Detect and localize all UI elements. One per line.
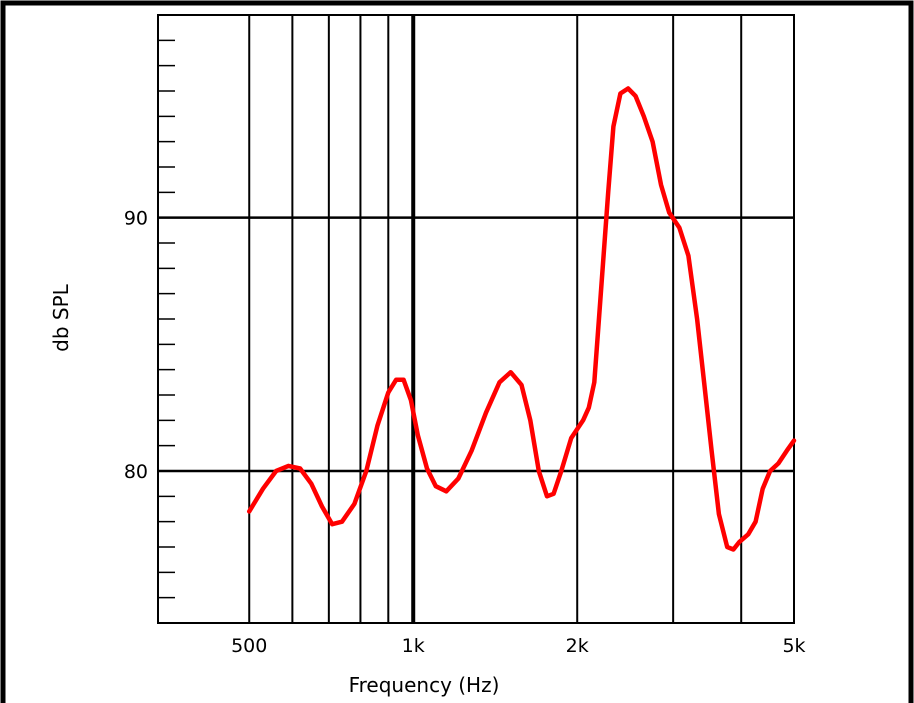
x-axis-title: Frequency (Hz) [349, 673, 500, 697]
y-tick-label: 80 [124, 461, 148, 483]
y-minor-ticks [158, 39, 175, 599]
y-tick-labels: 80 90 [124, 208, 148, 483]
x-tick-labels: 500 1k 2k 5k [231, 635, 805, 657]
plot-area [157, 14, 795, 624]
x-tick-label: 1k [402, 635, 425, 657]
y-gridlines [158, 216, 794, 473]
series-layer [246, 86, 797, 552]
series-line [246, 86, 797, 552]
x-tick-label: 500 [231, 635, 267, 657]
y-tick-label: 90 [124, 208, 148, 230]
x-tick-label: 5k [782, 635, 805, 657]
y-axis-title: db SPL [49, 283, 73, 352]
x-tick-label: 2k [566, 635, 589, 657]
